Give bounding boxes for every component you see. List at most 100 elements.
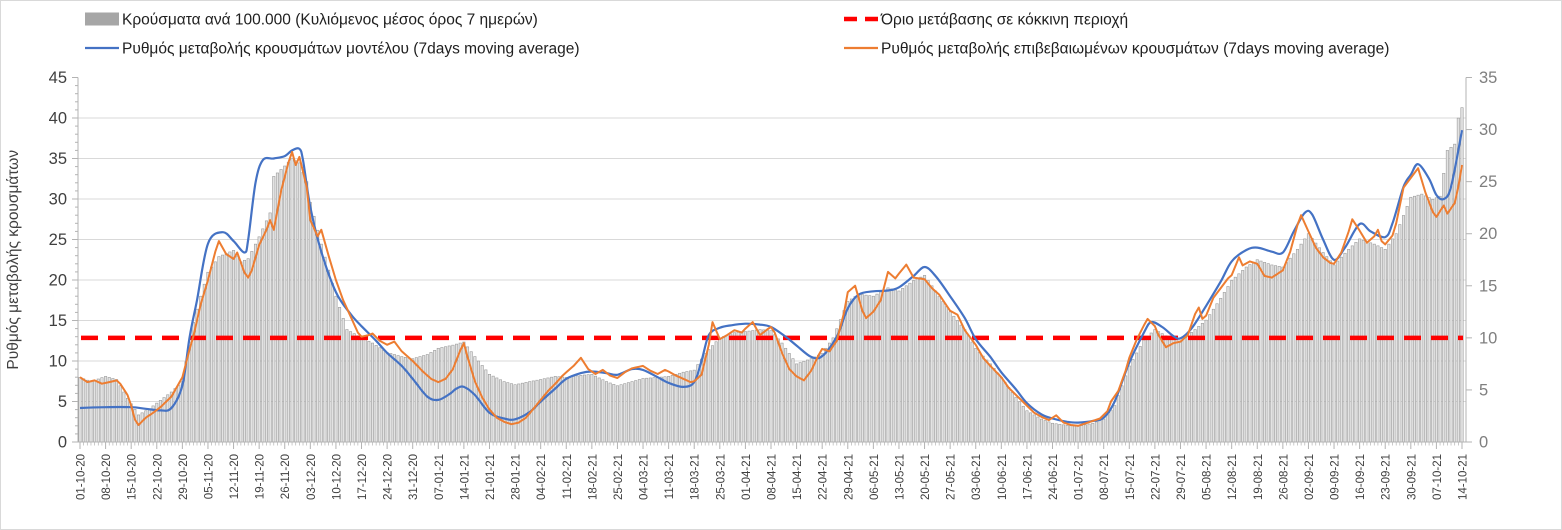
x-date-label: 01-07-21 (1074, 454, 1086, 500)
daily-cases-bar (1387, 243, 1391, 443)
daily-cases-bar (458, 342, 462, 443)
x-date-label: 31-12-20 (408, 454, 420, 500)
daily-cases-bar (1226, 286, 1230, 443)
daily-cases-bar (1350, 245, 1354, 443)
daily-cases-bar (765, 329, 769, 443)
daily-cases-bar (122, 391, 126, 443)
daily-cases-bar (564, 377, 568, 443)
daily-cases-bar (1409, 196, 1413, 443)
daily-cases-bar (1021, 405, 1025, 443)
daily-cases-bar (1336, 260, 1340, 443)
daily-cases-bar (1186, 334, 1190, 443)
daily-cases-bar (853, 296, 857, 443)
daily-cases-bar (1354, 242, 1358, 443)
daily-cases-bar (798, 362, 802, 443)
daily-cases-bar (542, 378, 546, 443)
daily-cases-bar (1394, 233, 1398, 443)
y-left-tick-label: 30 (49, 191, 67, 209)
daily-cases-bar (619, 384, 623, 443)
daily-cases-bar (714, 341, 718, 443)
daily-cases-bar (908, 282, 912, 443)
legend-label: Όριο μετάβασης σε κόκκινη περιοχή (880, 12, 1128, 29)
daily-cases-bar (1168, 336, 1172, 443)
daily-cases-bar (612, 384, 616, 443)
daily-cases-bar (890, 288, 894, 443)
daily-cases-bar (1124, 375, 1128, 443)
daily-cases-bar (1222, 292, 1226, 443)
daily-cases-bar (1054, 423, 1058, 443)
x-date-label: 07-01-21 (434, 454, 446, 500)
daily-cases-bar (615, 385, 619, 443)
daily-cases-bar (440, 347, 444, 443)
daily-cases-bar (1109, 409, 1113, 443)
daily-cases-bar (827, 342, 831, 443)
daily-cases-bar (923, 275, 927, 443)
daily-cases-bar (718, 337, 722, 443)
daily-cases-bar (1274, 265, 1278, 443)
y-right-tick-label: 0 (1479, 434, 1488, 452)
legend-label: Ρυθμός μεταβολής κρουσμάτων μοντέλου (7d… (122, 41, 580, 58)
daily-cases-bar (367, 341, 371, 443)
daily-cases-bar (974, 347, 978, 443)
daily-cases-bar (473, 356, 477, 443)
x-date-label: 19-11-20 (255, 454, 267, 499)
daily-cases-bar (776, 338, 780, 443)
daily-cases-bar (1365, 241, 1369, 443)
daily-cases-bar (897, 290, 901, 443)
daily-cases-bar (195, 308, 199, 443)
daily-cases-bar (1051, 422, 1055, 443)
daily-cases-bar (1259, 260, 1263, 443)
y-right-tick-label: 20 (1479, 225, 1497, 243)
daily-cases-bar (345, 329, 349, 443)
daily-cases-bar (1091, 422, 1095, 443)
x-date-label: 25-03-21 (715, 454, 727, 500)
daily-cases-bar (988, 363, 992, 443)
daily-cases-bar (1391, 238, 1395, 443)
daily-cases-bar (1138, 346, 1142, 443)
x-date-label: 02-09-21 (1304, 454, 1316, 500)
daily-cases-bar (213, 261, 217, 443)
x-date-label: 28-01-21 (511, 454, 523, 500)
daily-cases-bar (498, 379, 502, 443)
daily-cases-bar (597, 377, 601, 443)
daily-cases-bar (349, 331, 353, 443)
daily-cases-bar (754, 329, 758, 443)
daily-cases-bar (305, 181, 309, 443)
daily-cases-bar (1025, 410, 1029, 443)
daily-cases-bar (506, 382, 510, 443)
daily-cases-bar (1427, 197, 1431, 443)
daily-cases-bar (250, 251, 254, 443)
daily-cases-bar (1036, 416, 1040, 443)
daily-cases-bar (294, 160, 298, 443)
daily-cases-bar (301, 171, 305, 443)
x-date-label: 15-10-20 (127, 454, 139, 500)
daily-cases-bar (1200, 322, 1204, 443)
daily-cases-bar (297, 162, 301, 443)
daily-cases-bar (462, 341, 466, 443)
x-date-label: 18-03-21 (690, 454, 702, 500)
daily-cases-bar (1332, 264, 1336, 443)
daily-cases-bar (224, 253, 228, 443)
daily-cases-bar (641, 378, 645, 443)
daily-cases-bar (583, 374, 587, 443)
daily-cases-bar (857, 293, 861, 443)
daily-cases-bar (1047, 421, 1051, 443)
x-date-label: 03-12-20 (306, 454, 318, 500)
daily-cases-bar (531, 380, 535, 443)
daily-cases-bar (568, 376, 572, 443)
daily-cases-bar (422, 355, 426, 443)
daily-cases-bar (820, 353, 824, 443)
x-axis: 01-10-20 08-10-20 15-10-20 22-10-20 29-10-20… (76, 442, 1470, 500)
daily-cases-bar (604, 381, 608, 443)
legend-item-cases-bars: Κρούσματα ανά 100.000 (Κυλιόμενος μέσος … (85, 12, 538, 29)
daily-cases-bar (1325, 256, 1329, 443)
x-date-label: 14-10-21 (1458, 454, 1470, 500)
daily-cases-bar (1105, 414, 1109, 443)
daily-cases-bar (228, 251, 232, 443)
daily-cases-bar (963, 329, 967, 443)
daily-cases-bar (626, 382, 630, 443)
daily-cases-bar (232, 250, 236, 443)
daily-cases-bar (1423, 195, 1427, 443)
daily-cases-bar (502, 381, 506, 443)
daily-cases-bar (1277, 266, 1281, 443)
